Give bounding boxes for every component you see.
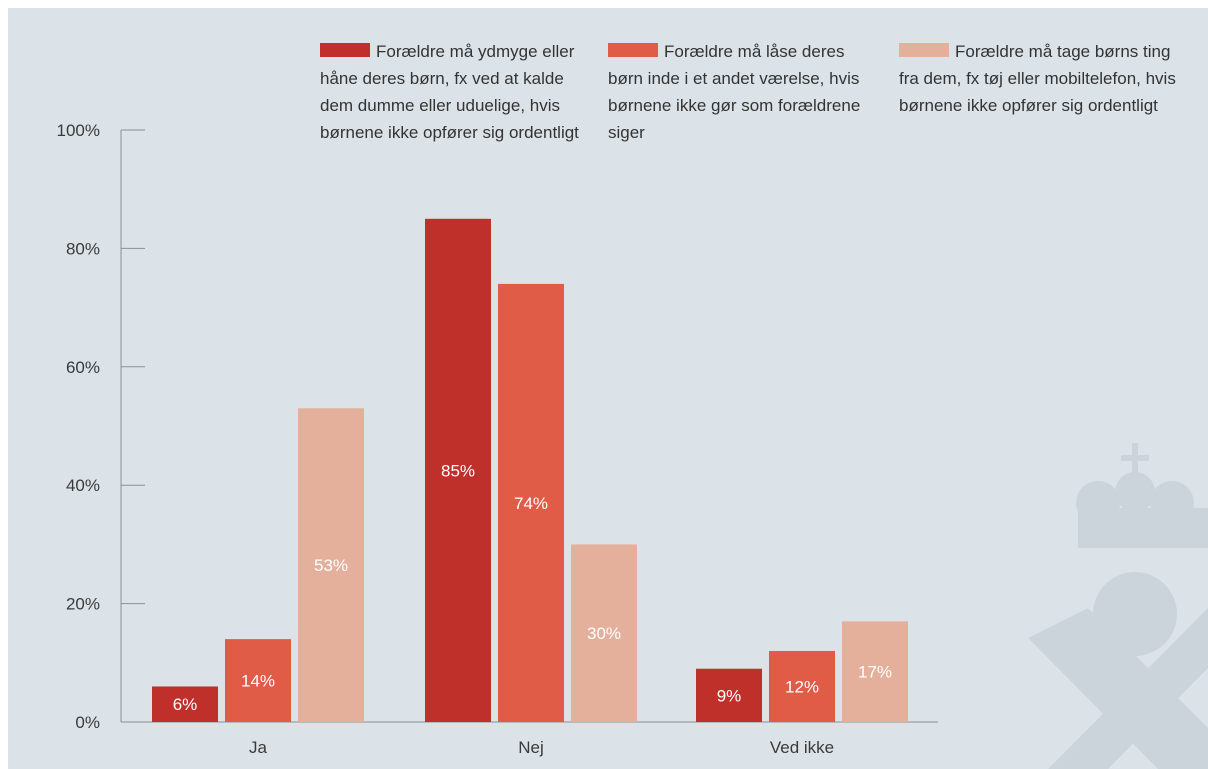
bar-data-label: 85% (441, 461, 475, 480)
axes: 0% 20% 40% 60% 80% 100% (57, 121, 938, 732)
y-tick-label: 60% (66, 358, 100, 377)
x-category-label: Nej (518, 738, 544, 757)
bar (225, 639, 291, 722)
legend-label-1: Forældre må ydmyge eller håne deres børn… (320, 42, 579, 142)
labels: 6% 85% 9% 14% 74% 12% 53% 30% 17% Ja Nej Ved ikke (173, 461, 892, 757)
bar (696, 668, 762, 722)
y-tick-label: 20% (66, 595, 100, 614)
bar (498, 283, 564, 722)
chart-frame: 0% 20% 40% 60% 80% 100% 6% 85% 9% 14% 74% 12% 53% 30… (8, 8, 1208, 769)
bar-data-label: 53% (314, 556, 348, 575)
bar-data-label: 9% (717, 686, 742, 705)
legend-item-2: Forældre må låse deres børn inde i et an… (608, 38, 880, 146)
legend-swatch-3 (899, 43, 949, 57)
legend-swatch-1 (320, 43, 370, 57)
bar (425, 218, 491, 723)
legend-swatch-2 (608, 43, 658, 57)
bar (842, 621, 908, 722)
bar (298, 408, 364, 722)
watermark-crown-icon (1028, 443, 1208, 769)
legend-item-3: Forældre må tage børns ting fra dem, fx … (899, 38, 1189, 119)
y-tick-label: 40% (66, 476, 100, 495)
bars (152, 218, 908, 723)
bar (152, 686, 218, 722)
bar-data-label: 12% (785, 677, 819, 696)
y-tick-label: 100% (57, 121, 100, 140)
legend-label-3: Forældre må tage børns ting fra dem, fx … (899, 42, 1176, 115)
x-category-label: Ja (249, 738, 268, 757)
bar-data-label: 14% (241, 672, 275, 691)
x-category-label: Ved ikke (770, 738, 834, 757)
bar-data-label: 17% (858, 663, 892, 682)
y-tick-label: 0% (75, 713, 100, 732)
legend-item-1: Forældre må ydmyge eller håne deres børn… (320, 38, 590, 146)
y-tick-label: 80% (66, 239, 100, 258)
legend-label-2: Forældre må låse deres børn inde i et an… (608, 42, 861, 142)
bar-data-label: 30% (587, 624, 621, 643)
bar (769, 650, 835, 722)
bar (571, 544, 637, 722)
bar-data-label: 6% (173, 695, 198, 714)
bar-chart: 0% 20% 40% 60% 80% 100% 6% 85% 9% 14% 74% 12% 53% 30… (57, 121, 1208, 769)
bar-data-label: 74% (514, 494, 548, 513)
